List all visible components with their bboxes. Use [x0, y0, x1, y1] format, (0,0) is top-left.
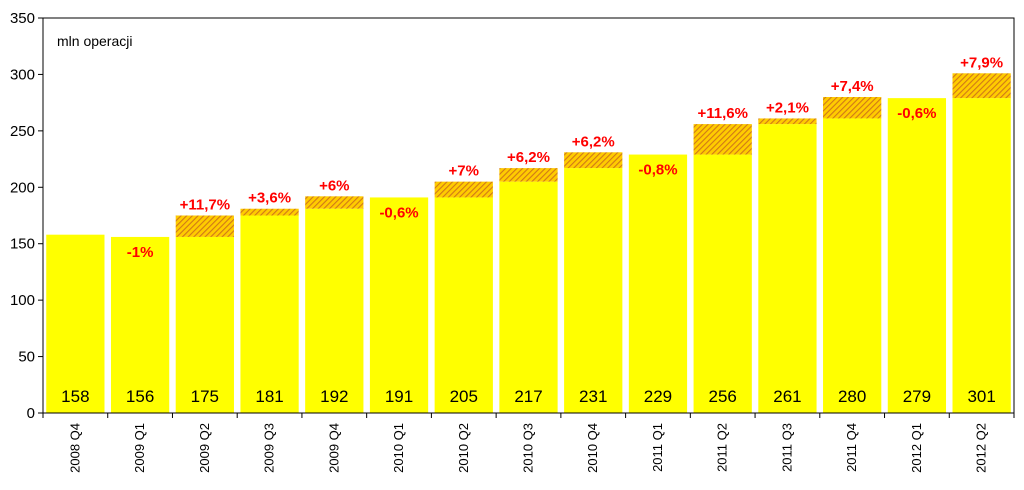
x-tick-label: 2012 Q1 — [909, 423, 924, 473]
change-label: +11,6% — [697, 105, 747, 122]
bar-value-label: 261 — [773, 387, 801, 406]
bar-increase — [693, 124, 752, 155]
bar-value-label: 191 — [385, 387, 413, 406]
bar-increase — [564, 152, 623, 169]
x-tick-label: 2011 Q1 — [650, 423, 665, 472]
bar-value-label: 181 — [255, 387, 283, 406]
bar-value-label: 158 — [61, 387, 89, 406]
bar — [434, 197, 493, 413]
unit-label: mln operacji — [57, 33, 132, 49]
bar-value-label: 231 — [579, 387, 607, 406]
x-tick-label: 2011 Q2 — [715, 423, 730, 472]
x-tick-label: 2011 Q4 — [844, 423, 859, 472]
bar — [758, 124, 817, 413]
change-label: -0,8% — [638, 162, 677, 179]
change-label: -0,6% — [897, 105, 936, 122]
bar-increase — [305, 196, 364, 209]
change-label: +7,4% — [831, 78, 874, 95]
bar-value-label: 192 — [320, 387, 348, 406]
bar-increase — [499, 168, 558, 182]
x-tick-label: 2009 Q3 — [262, 423, 277, 473]
change-label: +6,2% — [507, 149, 550, 166]
bar — [564, 168, 623, 413]
bar — [175, 236, 234, 413]
x-tick-label: 2011 Q3 — [779, 423, 794, 472]
bar-value-label: 280 — [838, 387, 866, 406]
change-label: +2,1% — [766, 99, 809, 116]
x-tick-label: 2010 Q3 — [521, 423, 536, 473]
x-tick-label: 2010 Q2 — [456, 423, 471, 473]
change-label: +11,7% — [180, 197, 230, 214]
x-tick-label: 2009 Q4 — [326, 423, 341, 473]
bar-increase — [758, 118, 817, 125]
y-tick-label: 200 — [10, 179, 35, 196]
change-label: -1% — [127, 244, 154, 261]
bar-increase — [952, 73, 1011, 99]
bar — [952, 98, 1011, 413]
bar — [887, 98, 947, 413]
bar-value-label: 229 — [644, 387, 672, 406]
change-label: +7,9% — [960, 54, 1003, 71]
bar-value-label: 301 — [967, 387, 995, 406]
bar — [369, 197, 429, 413]
change-label: +3,6% — [248, 190, 291, 207]
x-tick-label: 2012 Q2 — [974, 423, 989, 473]
bar-increase — [240, 208, 299, 216]
bar-increase — [434, 181, 493, 198]
bar-value-label: 205 — [450, 387, 478, 406]
bar — [240, 215, 299, 413]
x-tick-label: 2009 Q1 — [132, 423, 147, 473]
change-label: +7% — [449, 163, 479, 180]
change-label: -0,6% — [379, 204, 418, 221]
x-tick-label: 2009 Q2 — [197, 423, 212, 473]
bar — [823, 118, 882, 413]
bar — [305, 208, 364, 413]
y-tick-label: 0 — [27, 405, 35, 422]
bar-value-label: 279 — [903, 387, 931, 406]
y-tick-label: 150 — [10, 236, 35, 253]
bar — [693, 154, 752, 414]
bar-value-label: 156 — [126, 387, 154, 406]
bar — [110, 236, 170, 413]
bar — [499, 181, 558, 413]
y-tick-label: 50 — [18, 349, 35, 366]
bar-value-label: 175 — [191, 387, 219, 406]
y-tick-label: 100 — [10, 292, 35, 309]
y-tick-label: 250 — [10, 123, 35, 140]
change-label: +6,2% — [572, 133, 615, 150]
x-tick-label: 2008 Q4 — [67, 423, 82, 473]
bar-value-label: 256 — [709, 387, 737, 406]
y-tick-label: 350 — [10, 10, 35, 27]
change-label: +6% — [319, 177, 349, 194]
bar — [628, 154, 688, 414]
x-tick-label: 2010 Q4 — [585, 423, 600, 473]
y-tick-label: 300 — [10, 66, 35, 83]
bar-increase — [823, 97, 882, 119]
x-tick-label: 2010 Q1 — [391, 423, 406, 473]
bar — [46, 234, 105, 413]
bar-increase — [175, 215, 234, 237]
bar-value-label: 217 — [514, 387, 542, 406]
